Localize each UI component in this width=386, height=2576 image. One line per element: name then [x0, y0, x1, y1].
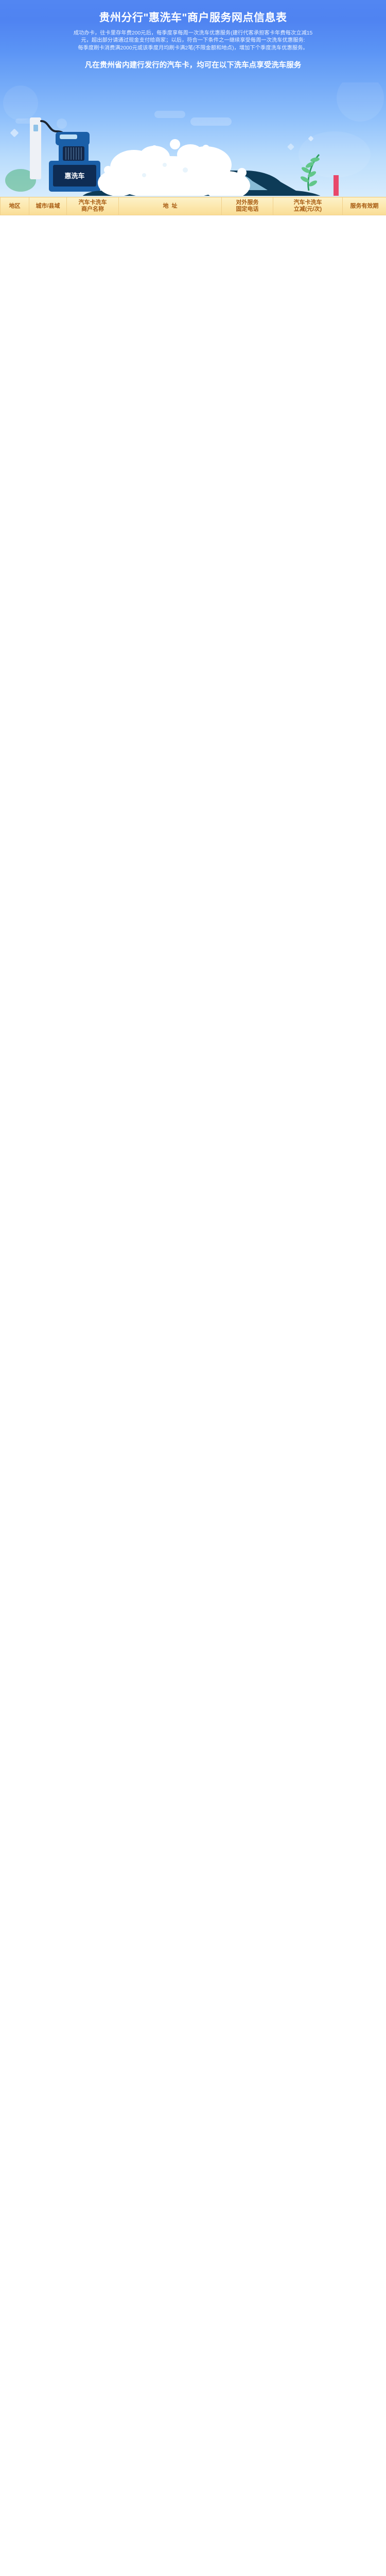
svg-text:惠洗车: 惠洗车 [64, 172, 84, 180]
